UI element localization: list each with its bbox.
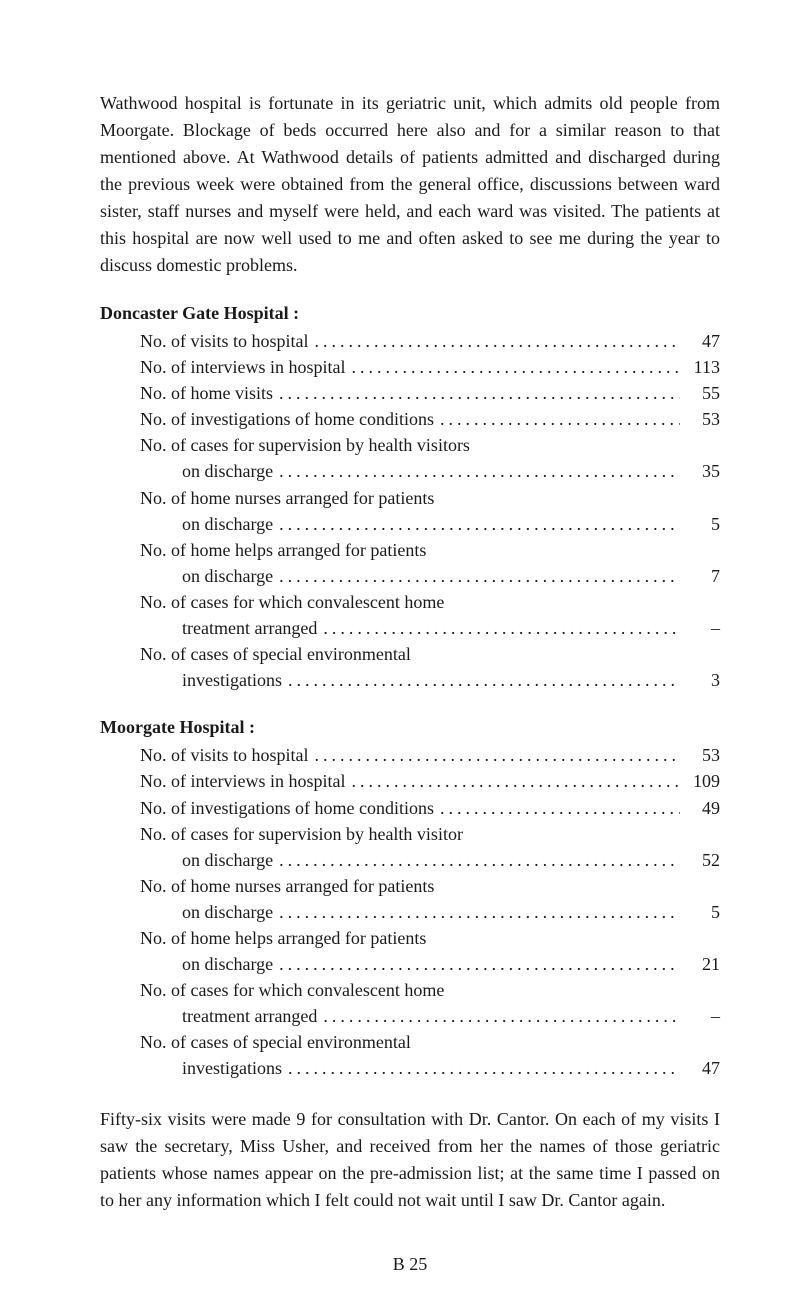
stat-label-continuation: investigations (140, 667, 282, 693)
stat-row: No. of cases of special environmental (140, 641, 720, 667)
leader-dots: ........................................… (273, 951, 680, 977)
leader-dots: ........................................… (345, 354, 680, 380)
stat-row: No. of visits to hospital...............… (140, 328, 720, 354)
stat-value: 21 (680, 951, 720, 977)
stat-row: No. of investigations of home conditions… (140, 795, 720, 821)
stat-row-continuation: treatment arranged......................… (140, 1003, 720, 1029)
stat-label-continuation: on discharge (140, 563, 273, 589)
stat-label: No. of cases of special environmental (140, 1029, 411, 1055)
stat-row-continuation: investigations..........................… (140, 667, 720, 693)
stat-value: 53 (680, 406, 720, 432)
stat-row-continuation: on discharge............................… (140, 458, 720, 484)
stat-value: 113 (680, 354, 720, 380)
leader-dots: ........................................… (434, 406, 680, 432)
intro-paragraph: Wathwood hospital is fortunate in its ge… (100, 90, 720, 279)
leader-dots: ........................................… (309, 742, 680, 768)
leader-dots: ........................................… (273, 563, 680, 589)
doncaster-section: Doncaster Gate Hospital : No. of visits … (100, 303, 720, 693)
stat-row: No. of cases for supervision by health v… (140, 821, 720, 847)
leader-dots: ........................................… (317, 1003, 680, 1029)
stat-label: No. of cases for supervision by health v… (140, 821, 463, 847)
stat-value: 52 (680, 847, 720, 873)
leader-dots: ........................................… (273, 899, 680, 925)
leader-dots: ........................................… (309, 328, 680, 354)
stat-value: 5 (680, 511, 720, 537)
leader-dots: ........................................… (282, 1055, 680, 1081)
stat-label: No. of cases for which convalescent home (140, 589, 444, 615)
stat-row-continuation: investigations..........................… (140, 1055, 720, 1081)
stat-row: No. of home nurses arranged for patients (140, 485, 720, 511)
leader-dots: ........................................… (273, 511, 680, 537)
leader-dots: ........................................… (434, 795, 680, 821)
stat-value: – (680, 615, 720, 641)
stat-label: No. of visits to hospital (140, 742, 309, 768)
stat-label: No. of interviews in hospital (140, 354, 345, 380)
stat-value: 47 (680, 1055, 720, 1081)
stat-value: 53 (680, 742, 720, 768)
stat-value: 109 (680, 768, 720, 794)
stat-value: 5 (680, 899, 720, 925)
leader-dots: ........................................… (345, 768, 680, 794)
stat-label: No. of visits to hospital (140, 328, 309, 354)
stat-row-continuation: on discharge............................… (140, 563, 720, 589)
stat-value: 47 (680, 328, 720, 354)
stat-row: No. of cases of special environmental (140, 1029, 720, 1055)
stat-row: No. of home nurses arranged for patients (140, 873, 720, 899)
stat-value: – (680, 1003, 720, 1029)
stat-row-continuation: treatment arranged......................… (140, 615, 720, 641)
doncaster-heading: Doncaster Gate Hospital : (100, 303, 720, 324)
stat-row: No. of cases for supervision by health v… (140, 432, 720, 458)
leader-dots: ........................................… (273, 458, 680, 484)
leader-dots: ........................................… (273, 847, 680, 873)
stat-row: No. of home helps arranged for patients (140, 537, 720, 563)
stat-label: No. of home helps arranged for patients (140, 925, 426, 951)
stat-value: 7 (680, 563, 720, 589)
stat-value: 49 (680, 795, 720, 821)
moorgate-section: Moorgate Hospital : No. of visits to hos… (100, 717, 720, 1081)
stat-label-continuation: on discharge (140, 511, 273, 537)
stat-label: No. of home nurses arranged for patients (140, 485, 434, 511)
moorgate-heading: Moorgate Hospital : (100, 717, 720, 738)
stat-row: No. of cases for which convalescent home (140, 977, 720, 1003)
stat-row: No. of investigations of home conditions… (140, 406, 720, 432)
stat-row: No. of interviews in hospital...........… (140, 768, 720, 794)
stat-label: No. of cases of special environmental (140, 641, 411, 667)
leader-dots: ........................................… (273, 380, 680, 406)
stat-label-continuation: treatment arranged (140, 1003, 317, 1029)
stat-label-continuation: on discharge (140, 847, 273, 873)
stat-label: No. of home helps arranged for patients (140, 537, 426, 563)
stat-row-continuation: on discharge............................… (140, 847, 720, 873)
stat-label: No. of investigations of home conditions (140, 795, 434, 821)
stat-value: 55 (680, 380, 720, 406)
stat-label-continuation: investigations (140, 1055, 282, 1081)
stat-label-continuation: treatment arranged (140, 615, 317, 641)
stat-label-continuation: on discharge (140, 951, 273, 977)
stat-value: 3 (680, 667, 720, 693)
stat-label: No. of investigations of home conditions (140, 406, 434, 432)
stat-value: 35 (680, 458, 720, 484)
stat-row: No. of visits to hospital...............… (140, 742, 720, 768)
stat-label: No. of cases for which convalescent home (140, 977, 444, 1003)
closing-paragraph: Fifty-six visits were made 9 for consult… (100, 1106, 720, 1214)
stat-row: No. of home helps arranged for patients (140, 925, 720, 951)
stat-row: No. of home visits......................… (140, 380, 720, 406)
page-container: Wathwood hospital is fortunate in its ge… (0, 0, 800, 1315)
stat-label-continuation: on discharge (140, 458, 273, 484)
stat-label-continuation: on discharge (140, 899, 273, 925)
stat-label: No. of home nurses arranged for patients (140, 873, 434, 899)
leader-dots: ........................................… (282, 667, 680, 693)
stat-label: No. of interviews in hospital (140, 768, 345, 794)
stat-row: No. of interviews in hospital...........… (140, 354, 720, 380)
stat-row-continuation: on discharge............................… (140, 899, 720, 925)
stat-label: No. of cases for supervision by health v… (140, 432, 470, 458)
stat-row-continuation: on discharge............................… (140, 951, 720, 977)
page-number: B 25 (100, 1254, 720, 1275)
stat-label: No. of home visits (140, 380, 273, 406)
stat-row: No. of cases for which convalescent home (140, 589, 720, 615)
moorgate-list: No. of visits to hospital...............… (140, 742, 720, 1081)
doncaster-list: No. of visits to hospital...............… (140, 328, 720, 693)
stat-row-continuation: on discharge............................… (140, 511, 720, 537)
leader-dots: ........................................… (317, 615, 680, 641)
